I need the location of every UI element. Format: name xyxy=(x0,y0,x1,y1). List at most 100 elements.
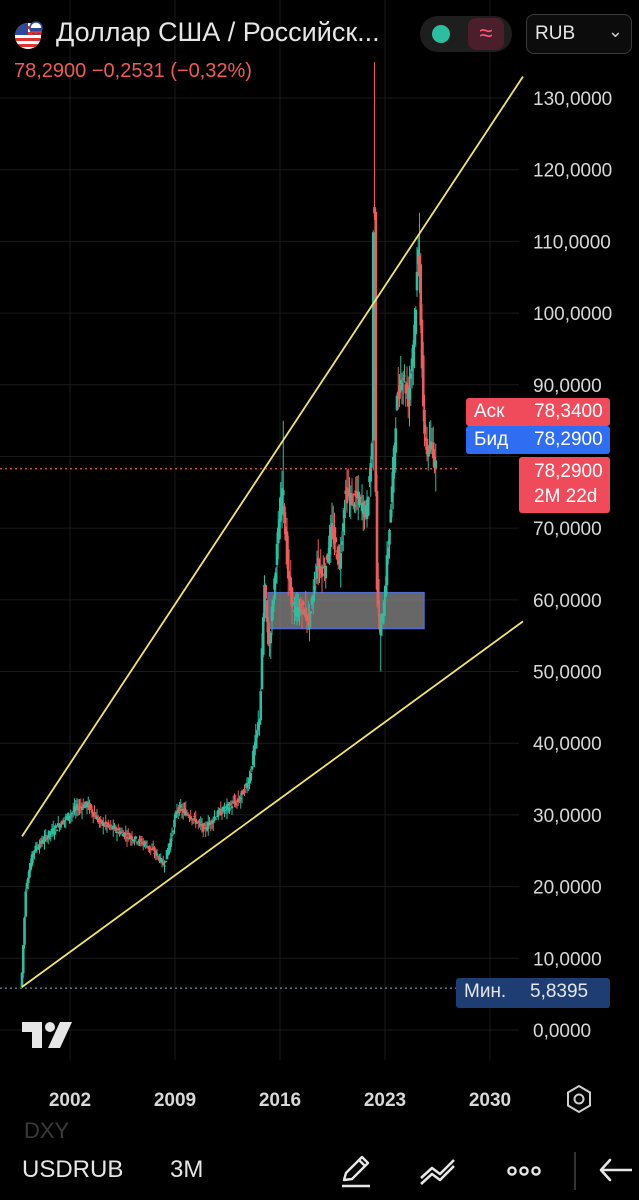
candle-body xyxy=(373,206,376,214)
candle-body xyxy=(116,828,120,831)
x-tick-label: 2023 xyxy=(364,1090,406,1111)
candle-body xyxy=(179,806,183,808)
y-tick-label: 100,0000 xyxy=(533,304,612,325)
candle-body xyxy=(194,818,198,824)
candle-body xyxy=(195,822,199,824)
candle-body xyxy=(333,527,336,544)
candle-body xyxy=(71,811,75,813)
candle-body xyxy=(114,826,118,832)
candle-body xyxy=(105,825,109,827)
timeframe-button[interactable]: 3M xyxy=(170,1156,204,1183)
candle-body xyxy=(41,842,45,844)
candle-body xyxy=(185,812,189,814)
trendline xyxy=(21,75,524,837)
candle-body xyxy=(89,804,93,809)
candle-body xyxy=(141,841,145,844)
ask-price-tag: Аск 78,3400 xyxy=(466,398,610,426)
candle-body xyxy=(339,552,343,569)
candle-body xyxy=(234,802,238,805)
candle-body xyxy=(251,750,255,766)
candle-body xyxy=(63,820,66,822)
candle-body xyxy=(214,818,218,820)
candle-body xyxy=(411,344,415,366)
candle-body xyxy=(119,832,123,834)
candle-body xyxy=(239,797,243,800)
candle-body xyxy=(220,812,224,815)
candle-body xyxy=(309,611,313,614)
candle-body xyxy=(286,549,290,579)
status-dot-icon xyxy=(432,25,450,43)
candle-body xyxy=(354,490,358,497)
candle-body xyxy=(270,606,274,622)
candle-body xyxy=(250,766,254,770)
candle-body xyxy=(219,809,223,816)
candle-body xyxy=(261,617,265,655)
candle-body xyxy=(359,497,363,499)
candle-body xyxy=(253,745,256,756)
candle-body xyxy=(280,488,284,514)
candle-body xyxy=(316,557,320,571)
candle-body xyxy=(180,808,184,811)
candle-body xyxy=(30,854,34,866)
candle-body xyxy=(124,833,128,835)
candle-body xyxy=(128,837,131,840)
candle-body xyxy=(55,830,59,832)
candle-body xyxy=(163,865,166,867)
candle-body xyxy=(260,648,264,690)
candle-body xyxy=(299,603,303,609)
candle-body xyxy=(99,819,103,821)
trendline xyxy=(21,620,524,988)
candle-body xyxy=(174,812,178,818)
candle-body xyxy=(356,491,360,499)
candle-body xyxy=(24,891,28,917)
tradingview-logo xyxy=(20,1018,76,1052)
candle-body xyxy=(154,850,158,855)
candle-body xyxy=(378,614,381,630)
indicators-icon[interactable] xyxy=(418,1150,458,1190)
candle-body xyxy=(31,852,35,858)
candle-body xyxy=(170,834,174,836)
candle-body xyxy=(115,831,119,834)
candle-body xyxy=(173,819,176,828)
candle-body xyxy=(126,832,130,835)
candle-body xyxy=(49,833,53,835)
candle-body xyxy=(56,823,60,827)
candle-body xyxy=(181,810,185,813)
candle-body xyxy=(395,395,399,411)
candle-body xyxy=(304,607,308,619)
candle-body xyxy=(59,824,63,828)
candle-body xyxy=(283,506,286,524)
currency-selector[interactable]: RUB ⌄ xyxy=(526,14,632,54)
x-tick-label: 2009 xyxy=(154,1090,196,1111)
candle-body xyxy=(101,822,105,826)
chevron-down-icon: ⌄ xyxy=(607,21,623,41)
candle-body xyxy=(386,547,390,559)
flag-usd-rub-icon xyxy=(14,20,44,50)
candle-body xyxy=(20,972,24,988)
back-icon[interactable] xyxy=(594,1150,634,1190)
candle-body xyxy=(53,831,56,834)
min-label: Мин. xyxy=(464,981,507,1002)
symbol-button[interactable]: USDRUB xyxy=(22,1156,124,1183)
candle-body xyxy=(206,822,210,829)
more-icon[interactable] xyxy=(504,1150,544,1190)
wave-icon[interactable]: ≈ xyxy=(468,18,504,50)
candle-body xyxy=(434,460,438,469)
candle-body xyxy=(413,324,416,345)
bid-value: 78,2900 xyxy=(534,429,603,450)
candle-body xyxy=(100,820,104,824)
secondary-symbol-peek[interactable]: DXY xyxy=(24,1118,70,1143)
pencil-icon[interactable] xyxy=(336,1150,376,1190)
settings-icon[interactable] xyxy=(563,1083,595,1115)
bid-label: Бид xyxy=(474,429,509,450)
candle-body xyxy=(139,838,143,841)
candle-body xyxy=(321,566,325,568)
market-status-pill[interactable]: ≈ xyxy=(420,16,512,52)
candle-body xyxy=(249,772,253,781)
candle-body xyxy=(186,814,190,817)
candle-body xyxy=(346,488,350,495)
y-tick-label: 120,0000 xyxy=(533,161,612,182)
symbol-title[interactable]: Доллар США / Российск... xyxy=(56,17,380,47)
candle-body xyxy=(156,856,160,858)
